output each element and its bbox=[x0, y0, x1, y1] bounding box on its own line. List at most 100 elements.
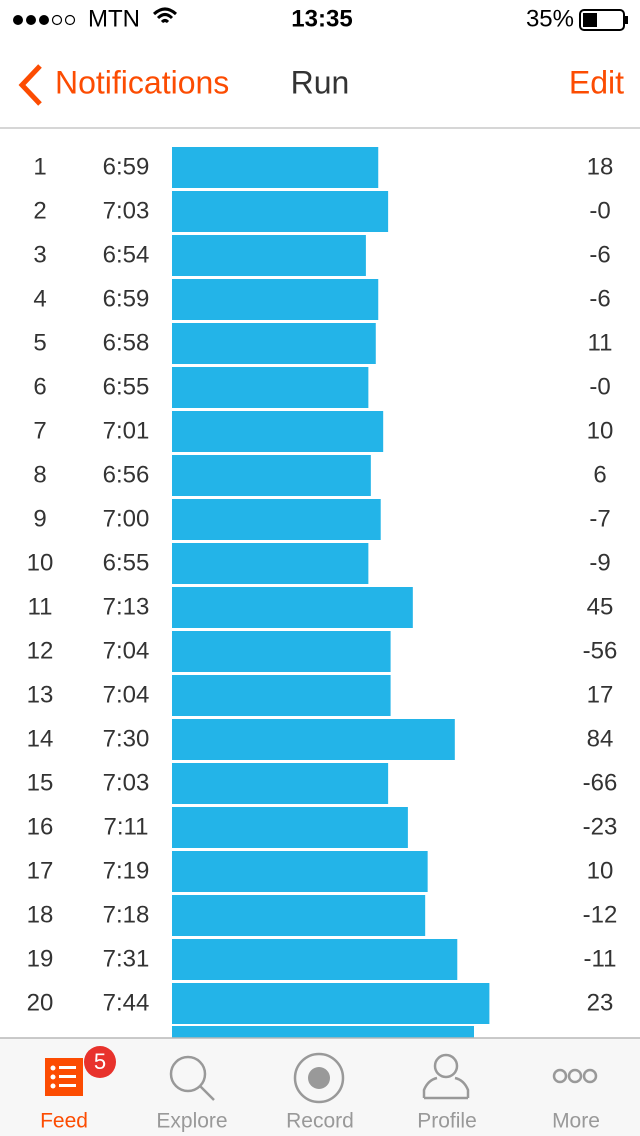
split-number: 1 bbox=[33, 153, 46, 180]
pace-bar bbox=[172, 147, 379, 188]
feed-icon[interactable] bbox=[45, 1058, 83, 1096]
tabs: Feed Explore Record Profile More bbox=[40, 1110, 600, 1133]
pace-bar bbox=[172, 939, 458, 980]
pace-bar bbox=[172, 543, 369, 584]
pace-bar bbox=[172, 455, 371, 496]
split-elevation: 10 bbox=[587, 417, 614, 444]
split-pace: 7:30 bbox=[103, 725, 150, 752]
edit-button[interactable]: Edit bbox=[569, 64, 624, 100]
clock: 13:35 bbox=[291, 5, 352, 32]
partial-bar bbox=[172, 1026, 474, 1038]
wifi-icon bbox=[152, 7, 178, 24]
split-number: 3 bbox=[33, 241, 46, 268]
split-number: 16 bbox=[27, 813, 54, 840]
split-elevation: 6 bbox=[593, 461, 606, 488]
pace-bar bbox=[172, 631, 391, 672]
split-elevation: -0 bbox=[589, 197, 610, 224]
split-elevation: -56 bbox=[583, 637, 618, 664]
split-elevation: 18 bbox=[587, 153, 614, 180]
badge bbox=[84, 1046, 116, 1078]
split-number: 18 bbox=[27, 901, 54, 928]
pace-bar bbox=[172, 675, 391, 716]
split-pace: 6:59 bbox=[103, 285, 150, 312]
pace-bar bbox=[172, 279, 379, 320]
split-elevation: 11 bbox=[588, 329, 613, 356]
split-pace: 7:03 bbox=[103, 769, 150, 796]
split-pace: 7:03 bbox=[103, 197, 150, 224]
pace-bar bbox=[172, 191, 389, 232]
tab-label[interactable]: Profile bbox=[417, 1110, 477, 1133]
split-pace: 7:19 bbox=[103, 857, 150, 884]
pace-bar bbox=[172, 411, 384, 452]
tab-label[interactable]: Explore bbox=[156, 1110, 227, 1133]
split-pace: 7:04 bbox=[103, 637, 150, 664]
battery-icon bbox=[579, 9, 628, 31]
split-pace: 7:44 bbox=[103, 989, 150, 1016]
signal bbox=[13, 14, 76, 26]
split-pace: 6:56 bbox=[103, 461, 150, 488]
split-number: 17 bbox=[27, 857, 54, 884]
split-elevation: 45 bbox=[587, 593, 614, 620]
pace-bar bbox=[172, 367, 369, 408]
nav-title: Run bbox=[291, 64, 350, 100]
split-number: 11 bbox=[28, 593, 53, 620]
split-number: 7 bbox=[33, 417, 46, 444]
split-elevation: -11 bbox=[584, 945, 617, 972]
split-elevation: 23 bbox=[587, 989, 614, 1016]
pace-bar bbox=[172, 235, 366, 276]
split-number: 13 bbox=[27, 681, 54, 708]
split-pace: 7:31 bbox=[103, 945, 150, 972]
split-elevation: -6 bbox=[589, 241, 610, 268]
carrier: MTN bbox=[88, 5, 140, 32]
tab-label[interactable]: More bbox=[552, 1110, 600, 1133]
split-elevation: 10 bbox=[587, 857, 614, 884]
split-number: 15 bbox=[27, 769, 54, 796]
battery-level: 35% bbox=[526, 5, 574, 32]
pace-bar bbox=[172, 323, 376, 364]
split-pace: 7:01 bbox=[103, 417, 150, 444]
pace-bar bbox=[172, 983, 490, 1024]
split-pace: 6:58 bbox=[103, 329, 150, 356]
split-elevation: -0 bbox=[589, 373, 610, 400]
split-elevation: -6 bbox=[589, 285, 610, 312]
split-pace: 6:55 bbox=[103, 373, 150, 400]
pace-bar bbox=[172, 719, 455, 760]
split-pace: 7:00 bbox=[103, 505, 150, 532]
split-elevation: 17 bbox=[587, 681, 614, 708]
pace-bar bbox=[172, 763, 389, 804]
split-number: 4 bbox=[33, 285, 46, 312]
split-elevation: -66 bbox=[583, 769, 618, 796]
pace-bar bbox=[172, 499, 381, 540]
split-elevation: -12 bbox=[583, 901, 618, 928]
tab-label[interactable]: Record bbox=[286, 1110, 354, 1133]
back-arrow[interactable] bbox=[18, 64, 42, 106]
tab-label[interactable]: Feed bbox=[40, 1110, 88, 1133]
split-pace: 6:54 bbox=[103, 241, 150, 268]
splits-list: 1 6:59 18 2 7:03 -0 3 6:54 -6 4 6:59 -6 5 6:58 11 6 6:55… bbox=[27, 147, 618, 1024]
split-number: 10 bbox=[27, 549, 54, 576]
split-pace: 7:04 bbox=[103, 681, 150, 708]
split-number: 20 bbox=[27, 989, 54, 1016]
pace-bar bbox=[172, 807, 408, 848]
split-pace: 7:13 bbox=[103, 593, 150, 620]
split-pace: 7:11 bbox=[104, 813, 149, 840]
split-number: 14 bbox=[27, 725, 54, 752]
pace-bar bbox=[172, 851, 428, 892]
split-number: 12 bbox=[27, 637, 54, 664]
split-number: 2 bbox=[33, 197, 46, 224]
split-elevation: -7 bbox=[589, 505, 610, 532]
badge-count: 5 bbox=[94, 1049, 106, 1074]
split-elevation: -23 bbox=[583, 813, 618, 840]
split-number: 8 bbox=[33, 461, 46, 488]
split-number: 5 bbox=[33, 329, 46, 356]
split-number: 6 bbox=[33, 373, 46, 400]
back-button[interactable]: Notifications bbox=[55, 64, 229, 100]
split-pace: 6:59 bbox=[103, 153, 150, 180]
split-elevation: 84 bbox=[587, 725, 614, 752]
pace-bar bbox=[172, 895, 426, 936]
split-pace: 6:55 bbox=[103, 549, 150, 576]
split-elevation: -9 bbox=[589, 549, 610, 576]
split-number: 19 bbox=[27, 945, 54, 972]
